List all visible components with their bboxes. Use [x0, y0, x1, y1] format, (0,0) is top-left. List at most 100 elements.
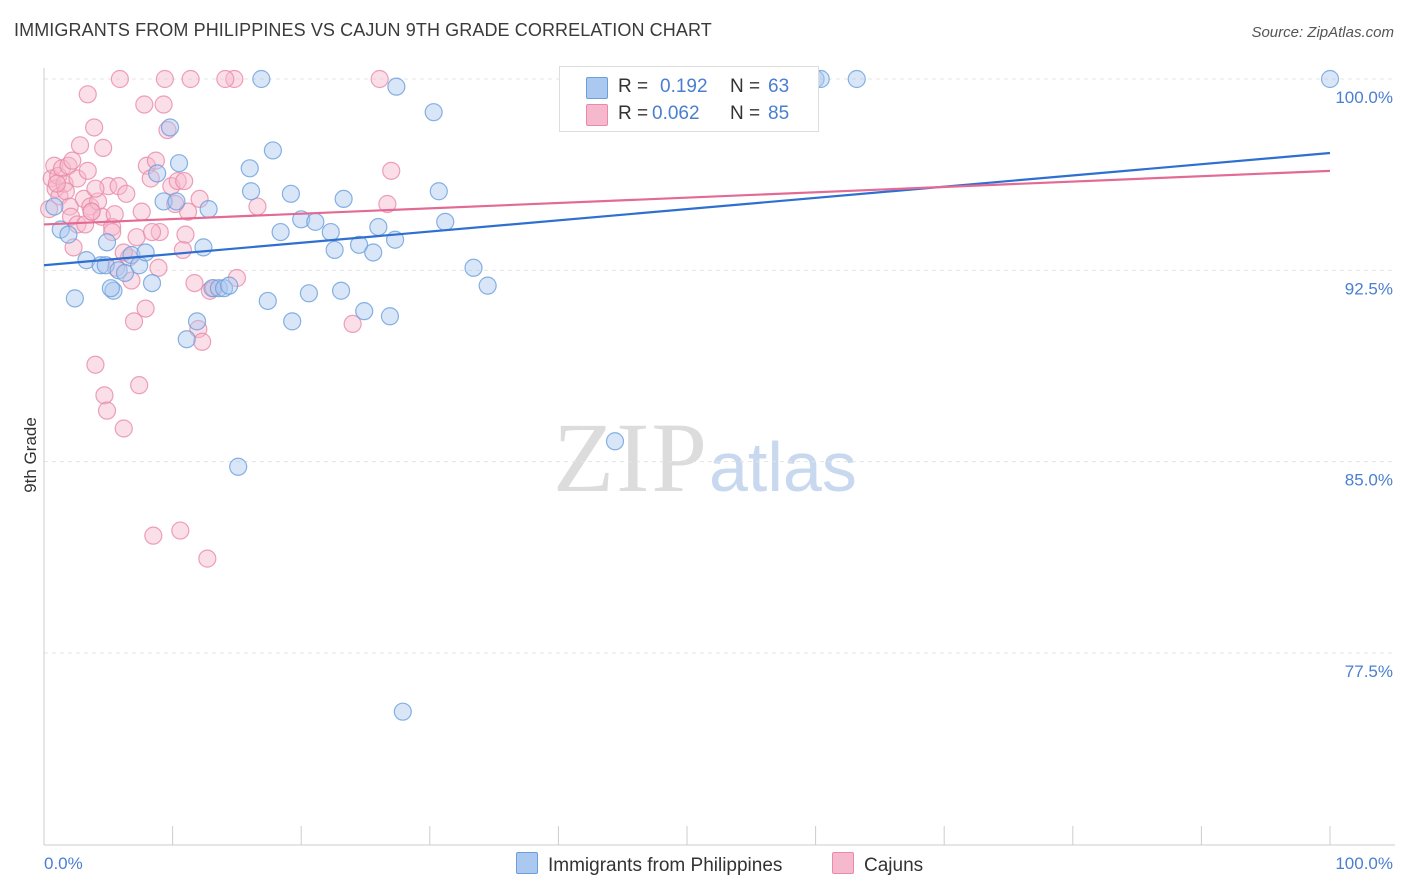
philippines-point	[369, 217, 388, 237]
philippines-point	[194, 238, 213, 257]
cajuns-point	[132, 202, 151, 221]
philippines-point	[167, 192, 186, 211]
cajuns-point	[227, 268, 246, 288]
philippines-point	[847, 69, 866, 89]
philippines-point	[258, 291, 277, 311]
cajuns-point	[144, 526, 163, 545]
philippines-point	[393, 702, 412, 721]
cajuns-point	[370, 69, 389, 89]
cajuns-point	[343, 314, 362, 334]
cajuns-point	[150, 222, 169, 242]
cajuns-point	[198, 549, 217, 568]
source-label: Source: ZipAtlas.com	[1251, 24, 1394, 41]
legend-n-label: N =	[730, 103, 761, 124]
philippines-point	[104, 281, 123, 300]
cajuns-point	[158, 120, 177, 140]
cajuns-point	[178, 202, 198, 221]
philippines-points	[45, 69, 1340, 721]
cajuns-point	[82, 202, 101, 221]
cajuns-point	[130, 376, 149, 395]
cajuns-point	[248, 197, 267, 216]
philippines-point	[464, 258, 483, 277]
philippines-point	[214, 279, 234, 298]
legend-swatch-philippines	[586, 77, 608, 99]
philippines-point	[252, 69, 271, 89]
philippines-point	[292, 210, 311, 229]
philippines-point	[424, 103, 443, 122]
cajuns-point	[103, 222, 122, 242]
philippines-point	[364, 243, 383, 262]
philippines-point	[160, 118, 180, 137]
cajuns-point	[114, 419, 133, 438]
cajuns-point	[105, 205, 124, 224]
bottom-legend-label-philippines: Immigrants from Philippines	[548, 855, 783, 876]
cajuns-point	[135, 95, 154, 114]
axes	[43, 68, 1395, 846]
y-tick-label: 85.0%	[1345, 471, 1393, 490]
philippines-point	[605, 432, 625, 451]
cajuns-point	[216, 69, 235, 89]
y-axis-title: 9th Grade	[21, 417, 40, 493]
cajuns-point	[68, 169, 87, 188]
cajuns-point	[168, 171, 187, 191]
cajuns-point	[136, 299, 155, 318]
cajuns-point	[382, 161, 401, 180]
philippines-point	[177, 330, 196, 349]
watermark-zip: ZIP	[553, 402, 709, 513]
bottom-legend-cajuns: Cajuns	[832, 852, 923, 877]
y-tick-label: 92.5%	[1345, 279, 1393, 298]
cajuns-point	[95, 386, 114, 405]
cajuns-point	[190, 189, 209, 209]
cajuns-point	[109, 177, 128, 196]
philippines-point	[97, 233, 117, 252]
cajuns-point	[70, 136, 90, 155]
cajuns-point	[378, 194, 397, 214]
watermark-atlas: atlas	[709, 428, 857, 506]
cajuns-point	[149, 258, 168, 277]
philippines-point	[122, 245, 141, 265]
cajuns-point	[154, 95, 173, 114]
cajuns-point	[181, 69, 200, 89]
philippines-point	[263, 141, 283, 160]
philippines-point	[331, 281, 351, 300]
bottom-legend-label-cajuns: Cajuns	[864, 855, 924, 876]
philippines-point	[436, 212, 455, 231]
legend-n-value: 63	[768, 76, 790, 97]
x-tick-label-max: 100.0%	[1335, 854, 1393, 873]
y-tick-label: 77.5%	[1345, 662, 1393, 681]
cajuns-point	[63, 151, 82, 170]
philippines-point	[355, 302, 374, 321]
watermark: ZIPatlas	[553, 400, 857, 515]
philippines-point	[187, 312, 207, 331]
philippines-point	[334, 189, 353, 209]
philippines-point	[478, 276, 497, 295]
bottom-legend-swatch-cajuns	[832, 852, 854, 874]
philippines-point	[429, 182, 448, 201]
philippines-point	[281, 184, 301, 203]
cajuns-point	[176, 225, 195, 244]
cajuns-point	[110, 69, 129, 89]
philippines-point	[306, 212, 325, 231]
cajuns-point	[94, 138, 113, 157]
philippines-point	[169, 154, 189, 173]
cajuns-point	[193, 332, 212, 351]
philippines-point	[65, 289, 84, 308]
cajuns-point	[127, 228, 146, 247]
cajuns-point	[124, 312, 144, 331]
legend-r-value: 0.192	[660, 76, 708, 97]
philippines-point	[199, 200, 218, 219]
bottom-legend-swatch-philippines	[516, 852, 538, 874]
philippines-point	[59, 225, 78, 244]
philippines-point	[45, 197, 64, 216]
cajuns-point	[40, 200, 59, 219]
cajuns-point	[78, 161, 97, 180]
philippines-point	[387, 77, 406, 96]
y-tick-label: 100.0%	[1335, 88, 1393, 107]
cajuns-point	[85, 118, 104, 137]
philippines-point	[101, 279, 120, 298]
bottom-legend-philippines: Immigrants from Philippines	[516, 852, 782, 877]
cajuns-point	[185, 273, 204, 293]
legend-n-label: N =	[730, 76, 761, 97]
philippines-point	[148, 164, 167, 183]
